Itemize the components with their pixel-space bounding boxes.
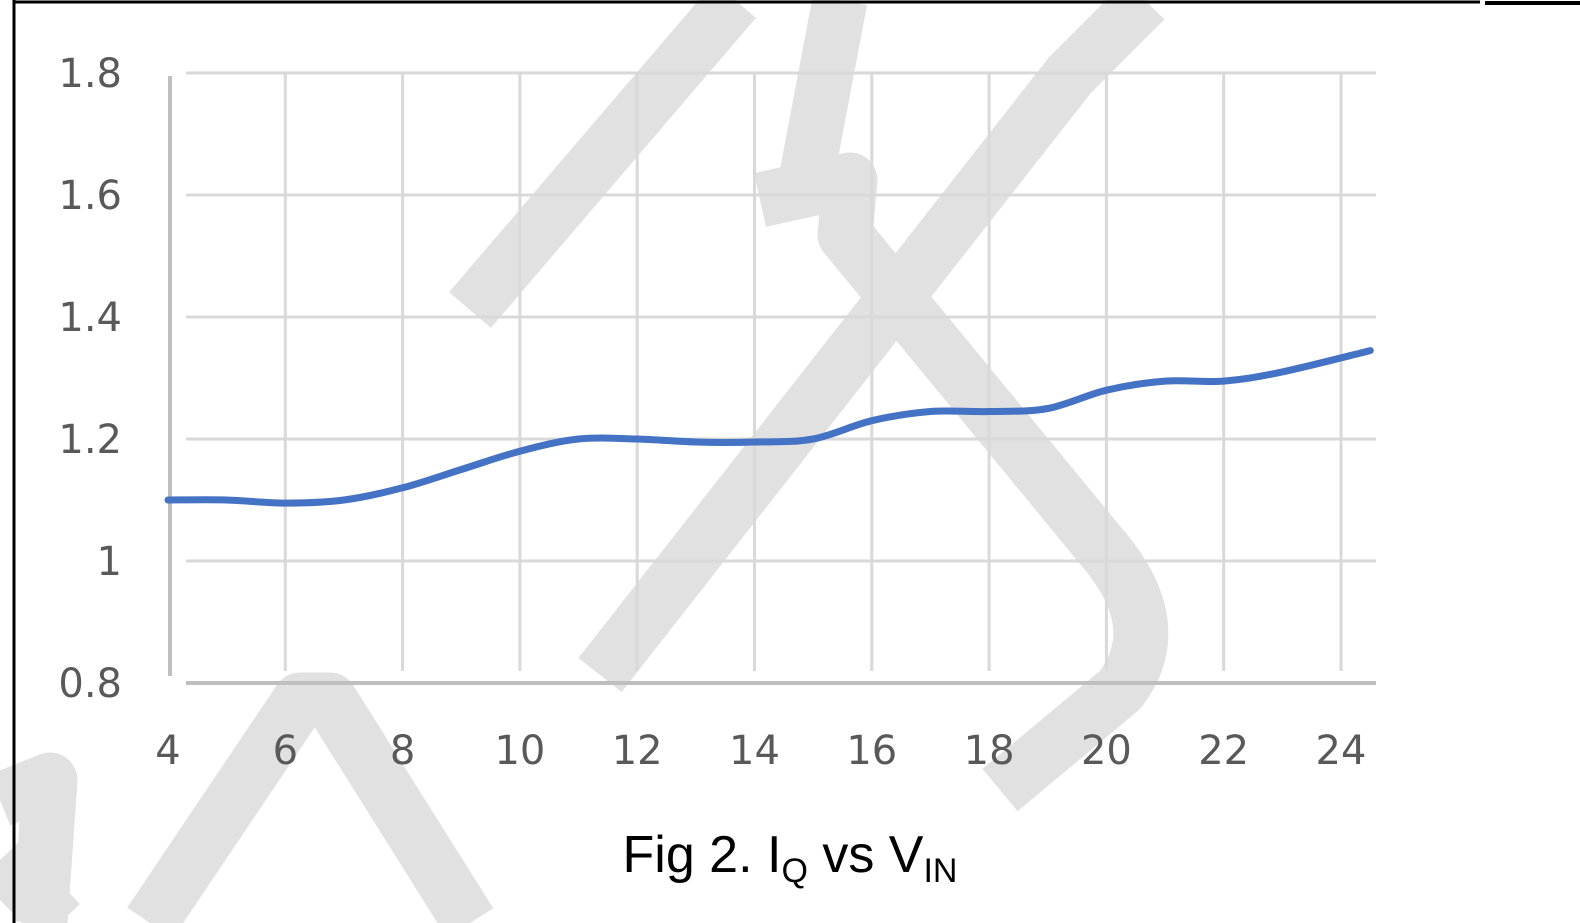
x-tick-label-18: 18	[964, 728, 1015, 774]
series-group	[164, 347, 1374, 507]
x-tick-label-8: 8	[390, 728, 415, 774]
x-tick-label-24: 24	[1316, 728, 1367, 774]
x-tick-label-12: 12	[612, 728, 663, 774]
x-tick-label-20: 20	[1081, 728, 1132, 774]
x-tick-label-16: 16	[846, 728, 897, 774]
watermark-stroke-3	[754, 152, 1169, 812]
x-tick-label-22: 22	[1198, 728, 1249, 774]
watermark-stroke-6	[0, 752, 78, 923]
y-tick-labels: 0.8 1 1.2 1.4 1.6 1.8	[58, 51, 122, 707]
x-tick-labels: 4 6 8 10 12 14 16 18 20 22 24	[155, 728, 1366, 774]
y-tick-label-1.6: 1.6	[58, 173, 122, 219]
grid-vertical	[283, 73, 1343, 671]
y-tick-label-0.8: 0.8	[58, 661, 122, 707]
watermark-stroke-0	[449, 0, 756, 328]
y-tick-label-1: 1	[97, 539, 122, 585]
axes	[168, 76, 1376, 685]
series-line-0	[164, 347, 1374, 507]
x-tick-label-6: 6	[273, 728, 298, 774]
x-tick-label-4: 4	[155, 728, 180, 774]
figure-caption: Fig 2. IQ vs VIN	[623, 826, 958, 890]
x-tick-label-14: 14	[729, 728, 780, 774]
y-tick-label-1.8: 1.8	[58, 51, 122, 97]
y-tick-label-1.2: 1.2	[58, 417, 122, 463]
watermark-stroke-5	[127, 672, 494, 923]
watermark-stroke-2	[777, 0, 868, 191]
watermark-logo	[0, 0, 1169, 923]
page-border	[12, 0, 1580, 923]
x-tick-label-10: 10	[494, 728, 545, 774]
y-tick-label-1.4: 1.4	[58, 295, 122, 341]
watermark-stroke-1	[578, 0, 1165, 692]
